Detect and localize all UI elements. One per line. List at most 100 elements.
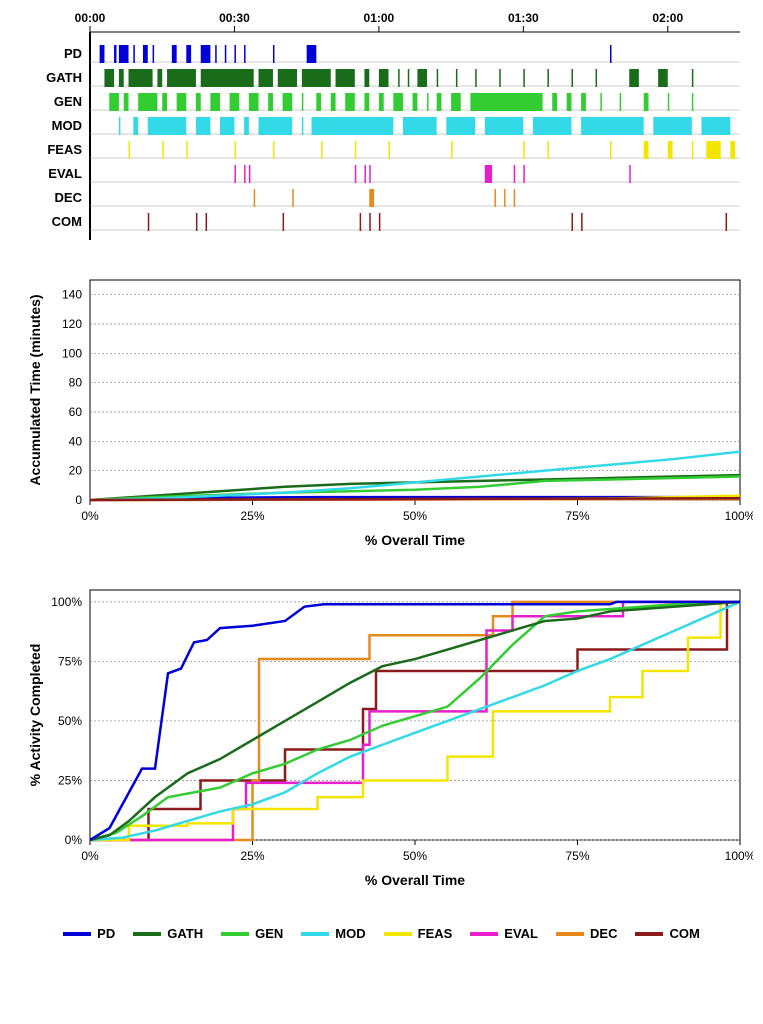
event-tick: [668, 141, 673, 159]
event-tick: [446, 117, 475, 135]
event-tick: [581, 213, 583, 231]
event-tick: [706, 141, 720, 159]
event-tick: [119, 45, 129, 63]
legend-swatch: [635, 932, 663, 936]
event-tick: [504, 189, 506, 207]
svg-text:0: 0: [75, 493, 82, 507]
event-tick: [571, 69, 573, 87]
event-tick: [215, 45, 217, 63]
svg-text:75%: 75%: [565, 509, 589, 523]
event-tick: [230, 93, 240, 111]
event-tick: [172, 45, 177, 63]
legend-label: GATH: [167, 926, 203, 941]
row-label: PD: [64, 46, 82, 61]
event-tick: [364, 165, 366, 183]
event-tick: [533, 117, 572, 135]
event-tick: [109, 93, 119, 111]
event-tick: [129, 141, 131, 159]
event-tick: [345, 93, 355, 111]
panel-timeline: 00:0000:3001:0001:3002:00PDGATHGENMODFEA…: [10, 10, 753, 250]
event-tick: [336, 69, 355, 87]
svg-text:80: 80: [69, 376, 83, 390]
legend-item: PD: [63, 926, 115, 941]
event-tick: [201, 45, 211, 63]
event-tick: [456, 69, 458, 87]
event-tick: [133, 45, 135, 63]
event-tick: [259, 117, 293, 135]
svg-text:40: 40: [69, 434, 83, 448]
event-tick: [292, 189, 294, 207]
event-tick: [379, 69, 389, 87]
event-tick: [408, 69, 410, 87]
event-tick: [581, 93, 586, 111]
svg-text:100%: 100%: [725, 509, 753, 523]
legend-swatch: [301, 932, 329, 936]
event-tick: [249, 165, 251, 183]
svg-text:02:00: 02:00: [652, 11, 683, 25]
svg-text:100%: 100%: [725, 849, 753, 863]
event-tick: [629, 165, 631, 183]
event-tick: [244, 117, 249, 135]
event-tick: [316, 93, 321, 111]
panel-accumulated: 0204060801001201400%25%50%75%100%% Overa…: [10, 270, 753, 560]
event-tick: [567, 93, 572, 111]
legend-item: GATH: [133, 926, 203, 941]
event-tick: [523, 69, 525, 87]
legend-label: EVAL: [504, 926, 538, 941]
event-tick: [162, 93, 167, 111]
svg-text:50%: 50%: [403, 849, 427, 863]
legend-label: MOD: [335, 926, 365, 941]
event-tick: [167, 69, 196, 87]
svg-text:00:30: 00:30: [219, 11, 250, 25]
event-tick: [210, 93, 220, 111]
event-tick: [653, 117, 692, 135]
svg-text:50%: 50%: [403, 509, 427, 523]
event-tick: [701, 117, 730, 135]
event-tick: [668, 93, 670, 111]
legend: PDGATHGENMODFEASEVALDECCOM: [10, 920, 753, 947]
timeline-chart: 00:0000:3001:0001:3002:00PDGATHGENMODFEA…: [10, 10, 753, 250]
event-tick: [133, 117, 138, 135]
event-tick: [259, 69, 273, 87]
event-tick: [369, 213, 371, 231]
event-tick: [278, 69, 297, 87]
event-tick: [389, 141, 391, 159]
row-label: MOD: [52, 118, 82, 133]
event-tick: [302, 117, 304, 135]
svg-text:0%: 0%: [65, 833, 83, 847]
row-label: COM: [52, 214, 82, 229]
event-tick: [321, 141, 323, 159]
event-tick: [273, 141, 275, 159]
event-tick: [581, 117, 644, 135]
y-axis-label: % Activity Completed: [27, 644, 43, 787]
legend-item: EVAL: [470, 926, 538, 941]
event-tick: [610, 45, 612, 63]
svg-text:140: 140: [62, 288, 82, 302]
event-tick: [153, 45, 155, 63]
y-axis-label: Accumulated Time (minutes): [27, 294, 43, 485]
event-tick: [360, 213, 362, 231]
legend-item: FEAS: [384, 926, 453, 941]
event-tick: [369, 165, 371, 183]
event-tick: [730, 141, 735, 159]
event-tick: [379, 93, 384, 111]
event-tick: [692, 141, 694, 159]
row-label: EVAL: [48, 166, 82, 181]
svg-text:75%: 75%: [58, 654, 82, 668]
legend-label: PD: [97, 926, 115, 941]
event-tick: [494, 189, 496, 207]
event-tick: [610, 141, 612, 159]
event-tick: [119, 69, 124, 87]
legend-item: DEC: [556, 926, 617, 941]
event-tick: [196, 93, 201, 111]
event-tick: [148, 213, 150, 231]
event-tick: [100, 45, 105, 63]
event-tick: [485, 117, 524, 135]
event-tick: [283, 93, 293, 111]
event-tick: [644, 93, 649, 111]
event-tick: [692, 69, 694, 87]
x-axis-label: % Overall Time: [365, 872, 465, 888]
event-tick: [234, 141, 236, 159]
svg-text:100: 100: [62, 346, 82, 360]
event-tick: [302, 69, 331, 87]
